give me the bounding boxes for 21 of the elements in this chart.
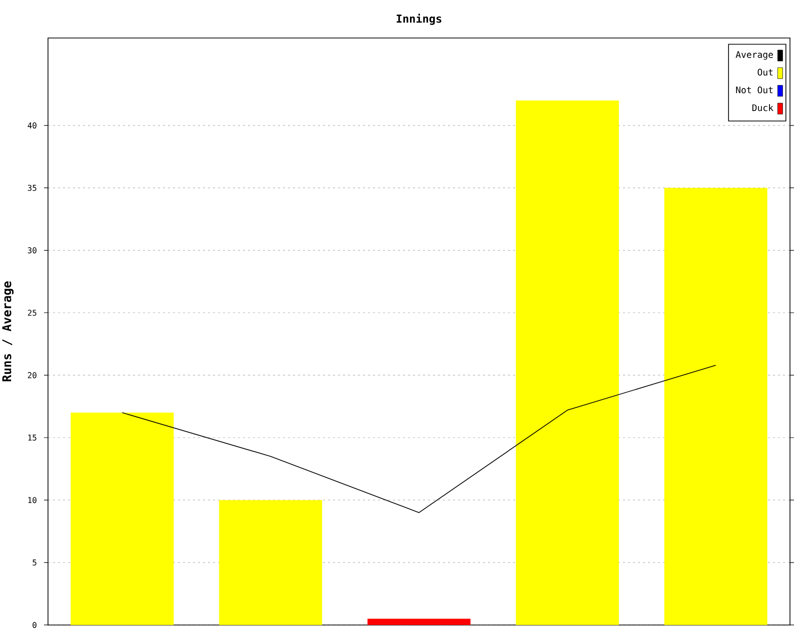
bar bbox=[70, 412, 174, 625]
y-tick-label: 20 bbox=[28, 372, 36, 378]
y-tick-label: 30 bbox=[28, 247, 36, 254]
y-tick-label: 0 bbox=[32, 622, 36, 628]
bar bbox=[516, 100, 619, 625]
y-tick-label: 10 bbox=[28, 497, 36, 504]
y-tick-label: 15 bbox=[28, 434, 36, 441]
bar bbox=[367, 618, 470, 625]
line-series bbox=[122, 364, 716, 513]
chart-title: Innings bbox=[396, 14, 442, 25]
legend-label: Average bbox=[736, 51, 773, 60]
legend-label: Out bbox=[758, 68, 773, 76]
y-tick-label: 5 bbox=[32, 560, 36, 566]
y-tick-label: 40 bbox=[28, 122, 36, 128]
legend-label: Duck bbox=[752, 104, 774, 112]
y-axis-title: Runs / Average bbox=[2, 281, 14, 382]
bar bbox=[219, 500, 322, 625]
bar bbox=[664, 188, 768, 625]
y-tick-label: 25 bbox=[28, 310, 36, 316]
y-tick-label: 35 bbox=[28, 184, 36, 191]
legend-label: Not Out bbox=[736, 86, 773, 94]
